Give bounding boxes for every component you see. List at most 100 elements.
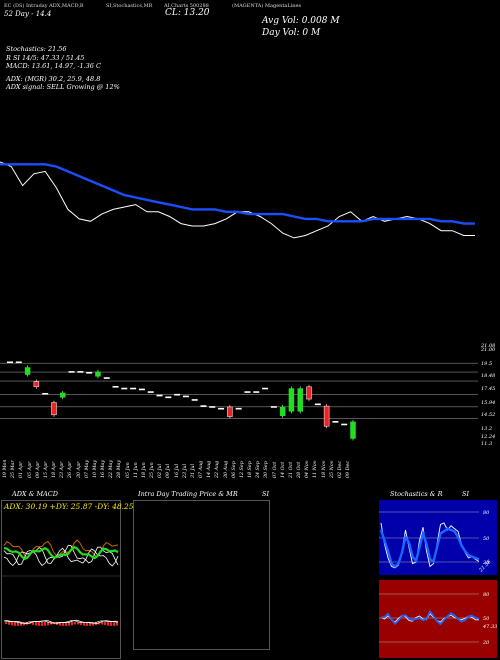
macd-bar (74, 622, 76, 625)
candle (227, 406, 233, 417)
date-label: 14 Aug (207, 460, 213, 478)
macd-bar (47, 622, 49, 626)
candle (191, 399, 198, 401)
candle (156, 394, 163, 397)
date-label: 10 May (92, 459, 98, 478)
date-label: 28 Oct (297, 461, 302, 478)
header-tab-3[interactable]: AI,Charts 500288 (164, 3, 209, 9)
macd-bar (101, 622, 103, 625)
candle (15, 361, 22, 364)
date-label: 07 May (84, 459, 90, 478)
range-label: 52 Day - 14.4 (4, 10, 52, 18)
date-label: 14 Oct (280, 461, 286, 478)
intraday-panel-title: Intra Day Trading Price & MR (138, 490, 238, 498)
macd-bar (113, 622, 115, 626)
macd-bar (80, 622, 82, 626)
candle (165, 396, 172, 399)
day-volume: Day Vol: 0 M (262, 28, 321, 38)
stoch-d-line (379, 527, 480, 568)
stoch-si-label: SI (462, 490, 470, 498)
candle (341, 423, 348, 426)
date-label: 23 Apr (60, 461, 66, 478)
candle (297, 388, 303, 412)
price-axis-label: 21.08 (481, 343, 496, 349)
date-label: 25 Mar (11, 460, 17, 478)
adx-chart (2, 539, 120, 626)
macd-bar (5, 622, 7, 624)
date-label: 05 Jun (125, 462, 131, 478)
rsi-background (379, 580, 497, 658)
candle (121, 387, 128, 390)
candle (350, 421, 356, 439)
main-price-chart[interactable] (0, 0, 500, 470)
indicator-readouts: Stochastics: 21.56 R SI 14/5: 47.33 / 51… (6, 45, 120, 92)
avg-volume: Avg Vol: 0.008 M (262, 16, 340, 26)
candle (182, 395, 189, 398)
date-label: 18 Apr (52, 461, 57, 478)
macd-bar (77, 622, 79, 625)
candle (147, 391, 154, 393)
rsi-white-line (380, 613, 479, 623)
date-label: 30 Apr (76, 461, 82, 478)
date-label: 05 Apr (27, 461, 33, 478)
candle (112, 386, 119, 388)
macd-bar (104, 622, 106, 626)
candle (42, 393, 49, 395)
candle (103, 377, 110, 379)
date-label: 18 Nov (321, 460, 327, 478)
header-tab-2[interactable]: SI,Stochastics,MR (106, 3, 153, 9)
header-tab-4[interactable]: (MAGENTA) MagentaLines (232, 3, 302, 9)
intraday-panel[interactable] (133, 500, 270, 650)
candle (279, 406, 286, 416)
rsi-line (380, 609, 480, 626)
macd-bar (62, 622, 64, 626)
candle (323, 405, 330, 427)
macd-bar (38, 622, 40, 626)
date-label: 18 Jun (141, 462, 147, 478)
date-label: 22 Aug (215, 460, 221, 478)
price-axis-label: 21.00 (481, 347, 496, 353)
candle (244, 391, 251, 393)
price-axis-label: 17.45 (481, 386, 496, 392)
rsi-axis-label: 80 (483, 592, 490, 598)
adx-panel-readout: ADX: 30.19 +DY: 25.87 -DY: 48.25 (4, 502, 134, 511)
rsi-axis-label: 20 (482, 640, 490, 646)
adx-signal-readout: ADX signal: SELL Growing @ 12% (6, 83, 120, 92)
macd-bar (44, 622, 46, 626)
intraday-si-label: SI (262, 490, 270, 498)
candle (314, 403, 321, 406)
candle (86, 371, 93, 374)
plus-di-line (3, 544, 119, 566)
candle (77, 371, 84, 373)
date-label: 24 Sep (256, 461, 262, 478)
candle (95, 371, 101, 377)
candle (288, 388, 295, 412)
adx-macd-panel[interactable] (1, 500, 121, 659)
candle (253, 391, 260, 393)
stoch-rsi-panel[interactable]: 80 50 20 21.56 80 50 47.33 20 (379, 500, 497, 658)
date-label: 12 Sep (239, 461, 245, 478)
macd-bar (17, 622, 19, 626)
date-label: 22 May (109, 459, 115, 478)
adx-readout: ADX: (MGR) 30.2, 25.9, 48.8 (6, 74, 101, 83)
date-label: 21 Oct (288, 461, 294, 478)
date-label: 26 Apr (68, 461, 74, 478)
stoch-axis-label: 80 (483, 510, 490, 516)
price-axis-label: 11.3 (481, 441, 493, 447)
macd-bar (68, 622, 70, 626)
date-label: 11 Nov (313, 460, 319, 478)
candle (270, 406, 277, 408)
price-axis-label: 13.2 (481, 426, 493, 432)
rsi-readout: R SI 14/5: 47.33 / 51.45 (6, 53, 85, 62)
candle (24, 367, 31, 375)
candle (218, 407, 225, 410)
macd-bar (65, 622, 67, 626)
stoch-axis-label: 20 (482, 560, 490, 566)
macd-line (3, 619, 119, 625)
macd-bar (11, 622, 13, 626)
macd-bar (110, 622, 112, 626)
header-tab-1[interactable]: EC (DS) Intraday ADX,MACD,B (4, 3, 84, 9)
date-label: 19 Mon (3, 459, 8, 478)
date-label: 11 Jun (133, 462, 139, 478)
date-label: 06 Sep (231, 461, 237, 478)
